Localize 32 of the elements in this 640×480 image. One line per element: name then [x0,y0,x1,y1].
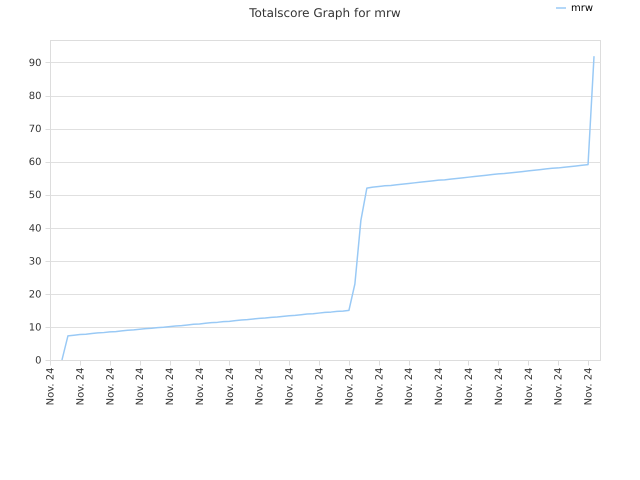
y-tick-label: 0 [35,356,42,366]
x-tick-label: Nov. 24 [75,368,86,406]
x-tick-label: Nov. 24 [284,368,296,406]
x-tick-label: Nov. 24 [165,368,176,406]
x-tick-label: Nov. 24 [344,368,356,406]
x-tick-label: Nov. 24 [434,368,446,406]
x-tick-label: Nov. 24 [224,368,236,406]
y-tick-label: 70 [28,124,42,136]
y-tick-label: 10 [28,322,42,334]
chart-title: Totalscore Graph for mrw [248,6,401,20]
y-tick-label: 90 [28,58,42,69]
x-tick-label: Nov. 24 [105,368,116,406]
y-tick-label: 40 [28,223,42,234]
x-tick-label: Nov. 24 [494,368,505,406]
y-tick-label: 50 [28,190,42,202]
x-tick-label: Nov. 24 [374,368,386,406]
x-tick-label: Nov. 24 [464,368,475,406]
y-tick-label: 60 [28,157,42,168]
x-tick-label: Nov. 24 [254,368,266,406]
x-tick-label: Nov. 24 [135,368,146,406]
x-tick-label: Nov. 24 [46,368,56,406]
x-tick-label: Nov. 24 [314,368,326,406]
x-tick-label: Nov. 24 [524,368,535,406]
x-tick-label: Nov. 24 [404,368,416,406]
y-tick-label: 20 [28,289,42,300]
x-tick-label: Nov. 24 [554,368,565,406]
line-series [61,55,595,361]
x-tick-label: Nov. 24 [584,368,595,406]
y-tick-label: 30 [28,256,42,268]
y-tick-label: 80 [28,91,42,102]
legend-label: mrw [571,3,594,14]
x-tick-label: Nov. 24 [194,368,206,406]
